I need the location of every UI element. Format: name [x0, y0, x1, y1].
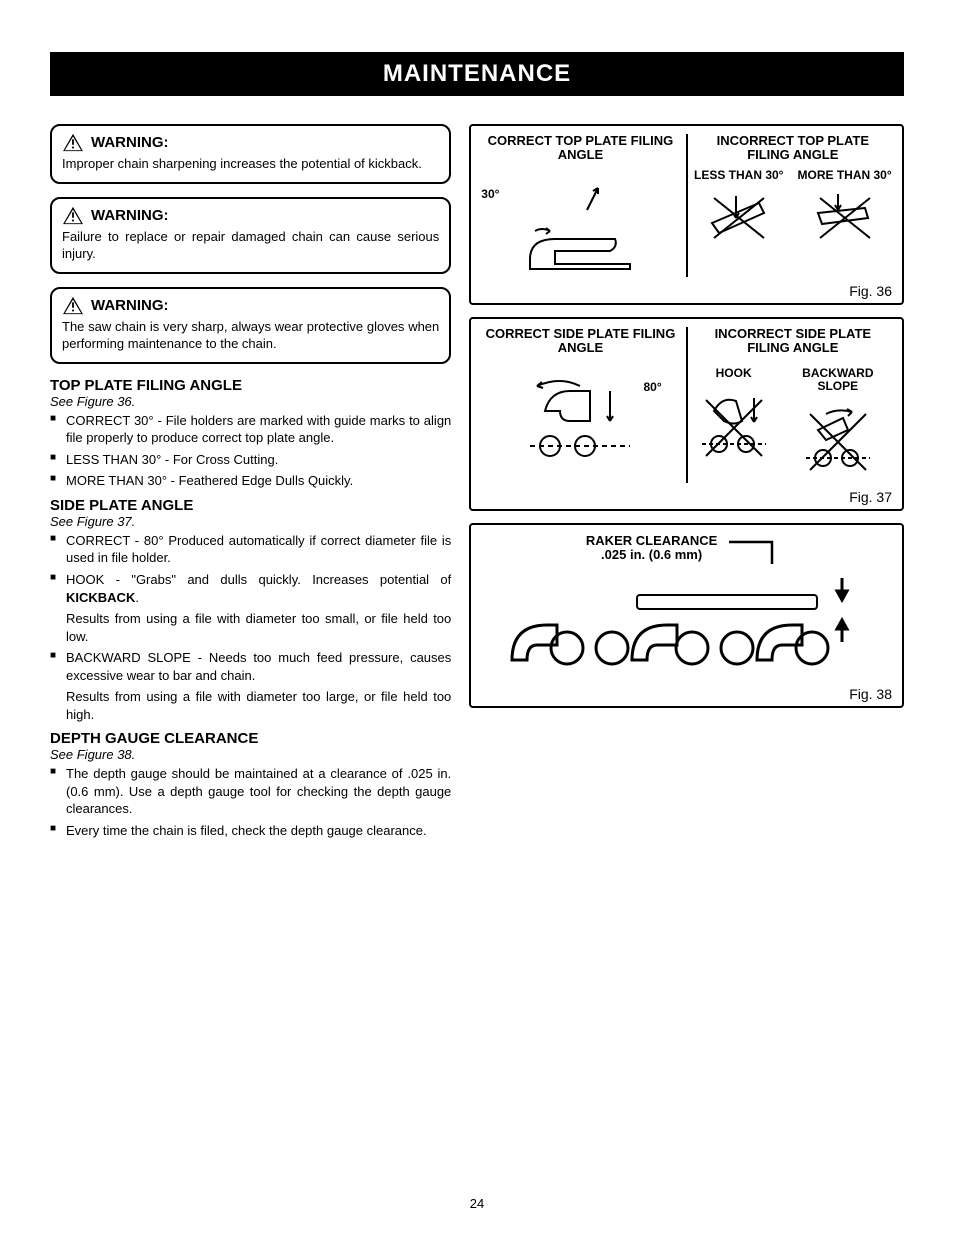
- raker-clearance-diagram: [497, 570, 877, 680]
- content-columns: WARNING: Improper chain sharpening incre…: [50, 124, 904, 844]
- sub-note: Results from using a file with diameter …: [50, 688, 451, 723]
- figure-37: CORRECT SIDE PLATE FILING ANGLE 80°: [469, 317, 904, 511]
- warning-body-1: Improper chain sharpening increases the …: [62, 155, 439, 173]
- figure-38: RAKER CLEARANCE .025 in. (0.6 mm): [469, 523, 904, 708]
- warning-box-3: WARNING: The saw chain is very sharp, al…: [50, 287, 451, 364]
- list-item: LESS THAN 30° - For Cross Cutting.: [50, 451, 451, 469]
- sideplate-list-2: BACKWARD SLOPE - Needs too much feed pre…: [50, 649, 451, 684]
- backward-slope-diagram: [798, 400, 878, 480]
- cutter-side-diagram: [515, 361, 645, 471]
- fig36-caption: Fig. 36: [849, 283, 892, 299]
- warning-icon: [62, 206, 84, 225]
- warning-head-2: WARNING:: [91, 207, 169, 224]
- fig36-left-label: CORRECT TOP PLATE FILING ANGLE: [481, 134, 679, 163]
- list-item: CORRECT 30° - File holders are marked wi…: [50, 412, 451, 447]
- fig37-right-label: INCORRECT SIDE PLATE FILING ANGLE: [694, 327, 892, 356]
- list-item: Every time the chain is filed, check the…: [50, 822, 451, 840]
- sideplate-list: CORRECT - 80° Produced automatically if …: [50, 532, 451, 606]
- right-column: CORRECT TOP PLATE FILING ANGLE 30° INCOR…: [469, 124, 904, 844]
- page-title: MAINTENANCE: [50, 52, 904, 96]
- fig36-sub2: MORE THAN 30°: [797, 169, 891, 182]
- section-head-depth: DEPTH GAUGE CLEARANCE: [50, 730, 451, 747]
- warning-body-2: Failure to replace or repair damaged cha…: [62, 228, 439, 263]
- fig38-label2: .025 in. (0.6 mm): [586, 548, 717, 562]
- depth-list: The depth gauge should be maintained at …: [50, 765, 451, 839]
- fig37-left-label: CORRECT SIDE PLATE FILING ANGLE: [481, 327, 679, 356]
- list-item: BACKWARD SLOPE - Needs too much feed pre…: [50, 649, 451, 684]
- warning-icon: [62, 133, 84, 152]
- sub-note: Results from using a file with diameter …: [50, 610, 451, 645]
- fig37-angle: 80°: [643, 381, 661, 394]
- topplate-list: CORRECT 30° - File holders are marked wi…: [50, 412, 451, 490]
- incorrect-diagram: [704, 188, 774, 248]
- warning-head-3: WARNING:: [91, 297, 169, 314]
- warning-box-1: WARNING: Improper chain sharpening incre…: [50, 124, 451, 184]
- fig37-caption: Fig. 37: [849, 489, 892, 505]
- cutter-diagram: [520, 219, 640, 274]
- page-number: 24: [0, 1196, 954, 1211]
- section-head-topplate: TOP PLATE FILING ANGLE: [50, 377, 451, 394]
- fig36-right-label: INCORRECT TOP PLATE FILING ANGLE: [694, 134, 892, 163]
- fig36-angle: 30°: [481, 188, 499, 201]
- see-fig-37: See Figure 37.: [50, 514, 451, 529]
- list-item: The depth gauge should be maintained at …: [50, 765, 451, 818]
- see-fig-36: See Figure 36.: [50, 394, 451, 409]
- fig36-sub1: LESS THAN 30°: [694, 169, 783, 182]
- warning-icon: [62, 296, 84, 315]
- warning-box-2: WARNING: Failure to replace or repair da…: [50, 197, 451, 274]
- fig38-label1: RAKER CLEARANCE: [586, 534, 717, 548]
- fig37-sub2: BACKWARD SLOPE: [784, 367, 892, 393]
- list-item: CORRECT - 80° Produced automatically if …: [50, 532, 451, 567]
- figure-36: CORRECT TOP PLATE FILING ANGLE 30° INCOR…: [469, 124, 904, 305]
- warning-head-1: WARNING:: [91, 134, 169, 151]
- list-item: HOOK - "Grabs" and dulls quickly. Increa…: [50, 571, 451, 606]
- section-head-sideplate: SIDE PLATE ANGLE: [50, 497, 451, 514]
- angle-indicator-icon: [584, 183, 604, 213]
- incorrect-diagram: [810, 188, 880, 248]
- fig37-sub1: HOOK: [694, 367, 774, 380]
- pointer-line-icon: [727, 534, 787, 570]
- hook-diagram: [694, 386, 774, 466]
- warning-body-3: The saw chain is very sharp, always wear…: [62, 318, 439, 353]
- list-item: MORE THAN 30° - Feathered Edge Dulls Qui…: [50, 472, 451, 490]
- fig38-caption: Fig. 38: [849, 686, 892, 702]
- see-fig-38: See Figure 38.: [50, 747, 451, 762]
- left-column: WARNING: Improper chain sharpening incre…: [50, 124, 451, 844]
